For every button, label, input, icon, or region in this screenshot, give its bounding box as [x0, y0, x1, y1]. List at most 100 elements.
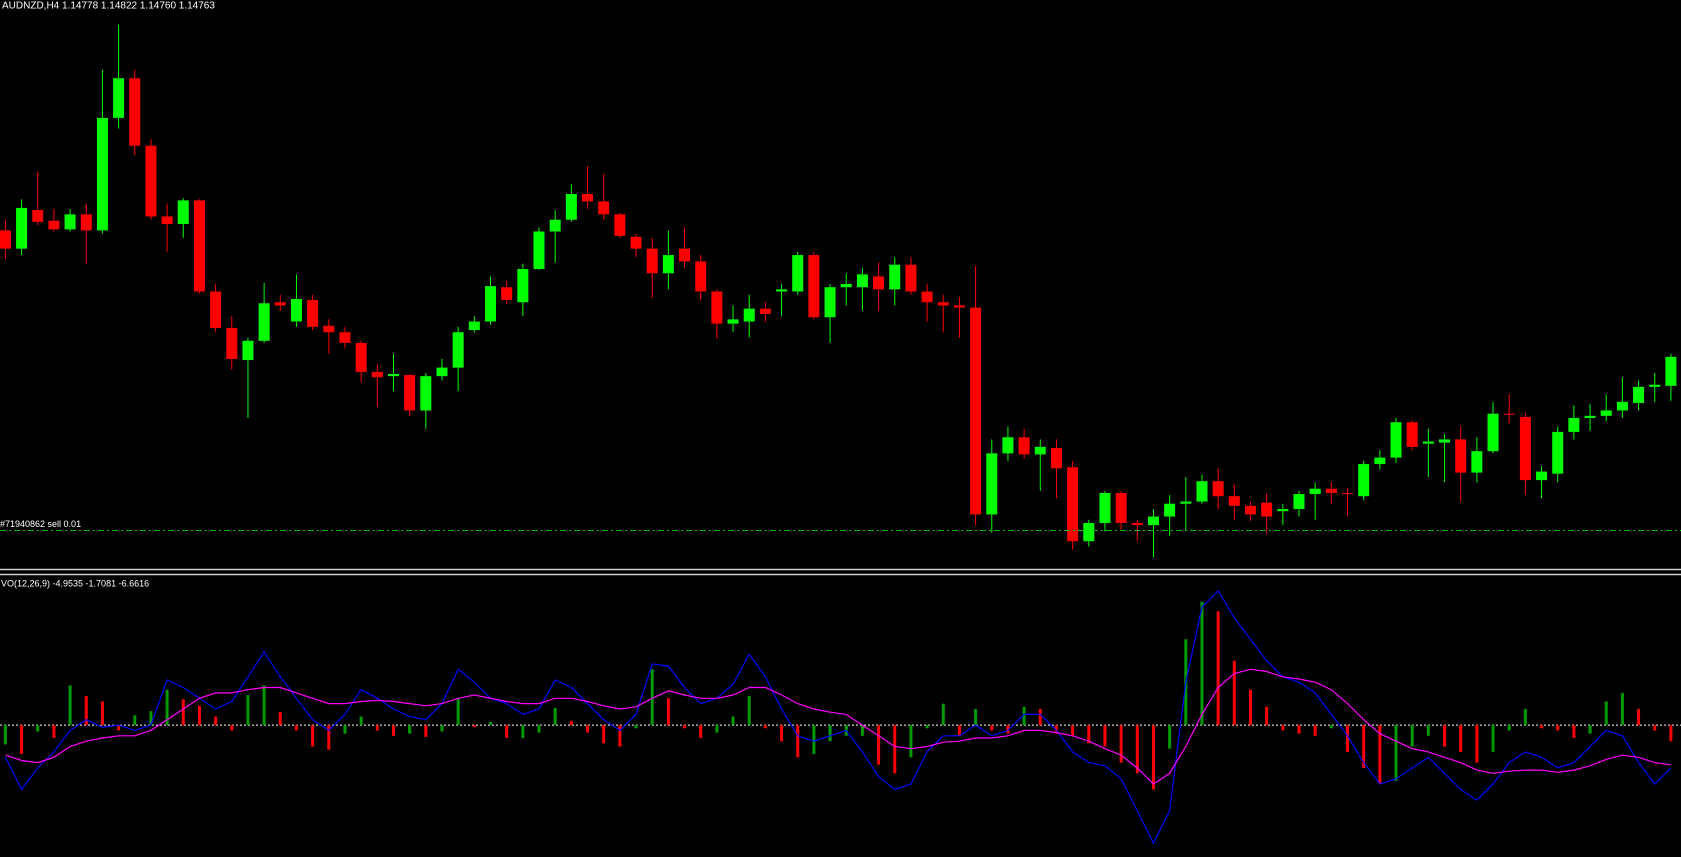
histogram-bar	[1507, 725, 1511, 731]
candle-body	[501, 287, 513, 301]
histogram-bar	[133, 715, 137, 726]
candle-body	[1600, 410, 1612, 416]
histogram-bar	[1313, 725, 1317, 736]
histogram-bar	[359, 716, 363, 726]
candle-body	[468, 321, 480, 331]
candle-body	[1503, 413, 1515, 415]
histogram-bar	[1329, 725, 1333, 729]
candle-body	[113, 78, 125, 118]
candle-body	[808, 255, 820, 318]
histogram-bar	[1572, 725, 1576, 738]
candle-body	[177, 200, 189, 224]
histogram-bar	[763, 725, 767, 729]
candle-body	[1616, 401, 1628, 411]
candle-body	[1196, 481, 1208, 502]
histogram-bar	[1556, 725, 1560, 731]
histogram-bar	[391, 725, 395, 736]
candle-body	[792, 255, 804, 292]
histogram-bar	[1103, 725, 1107, 747]
candle-body	[824, 287, 836, 318]
candle-body	[1050, 447, 1062, 469]
candle-body	[32, 210, 44, 222]
candle-body	[1018, 437, 1030, 455]
candle-body	[662, 255, 674, 274]
candle-body	[1455, 439, 1467, 473]
histogram-bar	[165, 689, 169, 726]
candle-body	[339, 332, 351, 343]
candle-body	[1180, 501, 1192, 504]
histogram-bar	[877, 725, 881, 765]
histogram-bar	[699, 725, 703, 738]
candle-body	[1439, 439, 1451, 443]
histogram-bar	[990, 725, 994, 731]
histogram-bar	[860, 725, 864, 736]
candle-body	[436, 367, 448, 377]
histogram-bar	[20, 725, 24, 755]
histogram-bar	[1054, 725, 1058, 734]
candle-body	[759, 308, 771, 315]
candle-body	[1665, 356, 1677, 386]
histogram-bar	[1135, 725, 1139, 774]
candle-body	[210, 291, 222, 328]
histogram-bar	[1216, 611, 1220, 726]
candle-body	[905, 264, 917, 292]
histogram-bar	[521, 725, 525, 738]
candle-body	[1034, 446, 1046, 455]
histogram-bar	[1119, 725, 1123, 763]
candle-body	[840, 284, 852, 288]
candle-body	[1083, 522, 1095, 542]
histogram-bar	[1297, 725, 1301, 734]
histogram-bar	[262, 685, 266, 726]
histogram-bar	[36, 725, 40, 732]
candle-body	[420, 376, 432, 411]
candle-body	[1309, 488, 1321, 495]
histogram-bar	[1232, 660, 1236, 726]
histogram-bar	[1022, 706, 1026, 726]
histogram-bar	[1410, 725, 1414, 747]
histogram-bar	[230, 725, 234, 731]
candle-body	[614, 214, 626, 236]
histogram-bar	[974, 708, 978, 726]
candle-body	[452, 332, 464, 368]
candle-body	[1536, 471, 1548, 481]
histogram-bar	[828, 725, 832, 742]
candle-body	[193, 200, 205, 292]
histogram-bar	[941, 703, 945, 726]
histogram-bar	[747, 696, 751, 726]
candle-body	[1325, 488, 1337, 493]
histogram-bar	[1151, 725, 1155, 790]
candle-body	[355, 342, 367, 372]
candle-body	[921, 291, 933, 303]
candle-body	[1471, 451, 1483, 473]
indicator-line	[5, 668, 1671, 785]
histogram-bar	[456, 698, 460, 726]
histogram-bar	[1248, 689, 1252, 726]
candle-body	[1552, 431, 1564, 474]
histogram-bar	[1038, 708, 1042, 726]
histogram-bar	[957, 725, 961, 736]
histogram-bar	[1475, 725, 1479, 763]
histogram-bar	[489, 721, 492, 726]
histogram-bar	[569, 720, 573, 726]
candle-body	[1164, 503, 1176, 517]
candle-body	[1131, 522, 1143, 526]
candle-body	[679, 248, 691, 262]
histogram-bar	[796, 725, 800, 758]
histogram-bar	[1168, 725, 1172, 749]
histogram-bar	[149, 711, 153, 726]
histogram-bar	[1523, 708, 1527, 726]
candle-body	[582, 193, 594, 202]
candle-body	[485, 286, 496, 322]
candle-body	[1487, 413, 1499, 452]
candle-body	[226, 327, 238, 360]
candle-body	[1422, 441, 1434, 444]
histogram-bar	[553, 707, 557, 726]
histogram-bar	[1426, 725, 1430, 736]
histogram-bar	[1443, 725, 1447, 747]
candle-body	[727, 319, 739, 324]
histogram-bar	[3, 725, 7, 745]
candle-body	[1261, 502, 1273, 517]
candle-body	[371, 371, 383, 378]
histogram-bar	[424, 725, 428, 737]
